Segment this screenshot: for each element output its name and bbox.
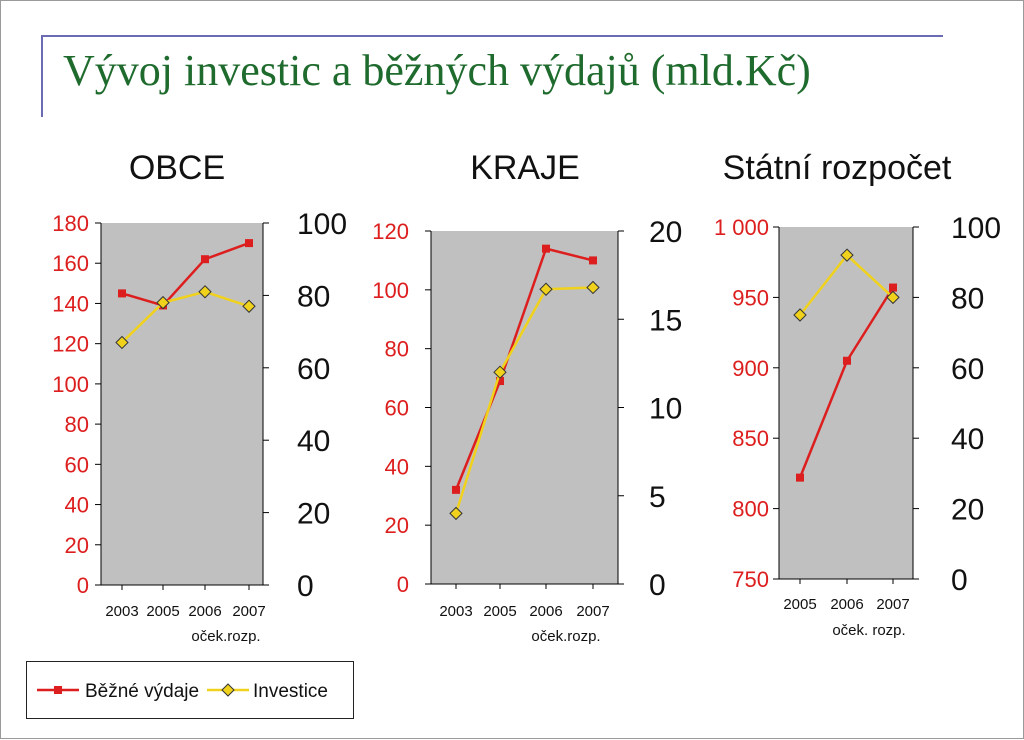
chart-3-title: Státní rozpočet [723,149,952,187]
chart-2-left-tick-label: 0 [397,572,409,597]
chart-1-left-tick-label: 60 [65,452,89,477]
chart-2-x-note: oček.rozp. [531,628,600,645]
chart-1-left-tick-label: 120 [52,332,89,357]
chart-3-left-tick-label: 750 [732,567,769,592]
chart-1-investment-point [198,285,212,299]
chart-3-left-tick-label: 950 [732,285,769,310]
title-bar-rule [41,35,943,117]
chart-1-left-tick-label: 80 [65,412,89,437]
chart-2-x-tick-label: 2006 [529,603,562,620]
chart-2-x-tick-label: 2005 [483,603,516,620]
chart-1-expenses-point [245,239,253,248]
chart-2-expenses-line [454,247,594,491]
chart-3-x-tick-label: 2006 [830,596,863,613]
chart-2-investment-point [539,282,553,296]
chart-2-left-tick-label: 100 [372,278,409,303]
chart-1-title: OBCE [129,149,225,187]
legend-investment-marker [221,683,235,697]
chart-2-title: KRAJE [470,149,580,187]
chart-1-right-tick-label: 20 [297,498,330,531]
chart-2-expenses-point [542,244,550,253]
chart-3-investment-point [840,248,854,262]
chart-3-expenses-point [796,473,804,482]
chart-1-right-tick-label: 100 [297,208,347,241]
chart-2-left-tick-label: 20 [385,513,409,538]
chart-1-left-tick-label: 40 [65,493,89,518]
chart-1-plot-area [101,223,263,585]
chart-1-investment-point [242,299,256,313]
chart-2-x-tick-label: 2007 [576,603,609,620]
chart-3-right-tick-label: 0 [951,564,968,597]
chart-3-x-note: oček. rozp. [832,622,905,639]
chart-2-expenses-point [496,377,504,386]
chart-1-expenses-point [118,289,126,298]
chart-2-left-tick-label: 80 [385,337,409,362]
chart-1-left-tick-label: 160 [52,251,89,276]
chart-2-plot-area [431,231,618,584]
chart-2-expenses-point [452,485,460,494]
chart-1-left-tick-label: 140 [52,291,89,316]
chart-2-investment-point [586,280,600,295]
chart-3-expenses-point [889,283,897,292]
chart-1-right-tick-label: 0 [297,570,314,603]
chart-2-investment-point [493,365,507,379]
chart-1-left-tick-label: 0 [77,573,89,598]
chart-1-x-tick-label: 2006 [188,603,221,620]
chart-3-right-tick-label: 60 [951,353,984,386]
chart-1-left-tick-label: 100 [52,372,89,397]
chart-3-right-tick-label: 80 [951,282,984,315]
chart-2-investment-line [454,286,594,514]
chart-2-right-tick-label: 5 [649,481,666,514]
chart-3-left-tick-label: 850 [732,426,769,451]
chart-1-x-note: oček.rozp. [191,628,260,645]
chart-1-left-tick-label: 20 [65,533,89,558]
legend-investment-label: Investice [253,681,328,702]
legend-graphic: Běžné výdaje Investice [37,681,328,702]
chart-3-investment-point [793,308,807,322]
chart-3-left-tick-label: 1 000 [714,215,769,240]
chart-2-right-tick-label: 15 [649,304,682,337]
chart-1-left-tick-label: 180 [52,211,89,236]
chart-2-right-tick-label: 20 [649,216,682,249]
chart-3-plot-area [779,227,913,579]
chart-3-x-tick-label: 2005 [783,596,816,613]
chart-1-right-tick-label: 60 [297,353,330,386]
chart-1-x-tick-label: 2007 [232,603,265,620]
chart-2-expenses-point [589,256,597,265]
chart-2-x-tick-label: 2003 [439,603,472,620]
chart-3-right-tick-label: 20 [951,494,984,527]
chart-3-expenses-point [843,356,851,365]
chart-1-investment-point [115,335,129,350]
chart-1-expenses-point [201,255,209,264]
chart-3-x-tick-label: 2007 [876,596,909,613]
chart-3-right-tick-label: 40 [951,423,984,456]
chart-3-left-tick-label: 900 [732,356,769,381]
slide-title: Vývoj investic a běžných výdajů (mld.Kč) [63,46,811,95]
legend-expenses-marker [54,686,62,694]
chart-3-right-tick-label: 100 [951,212,1001,245]
chart-2-right-tick-label: 10 [649,393,682,426]
chart-3-left-tick-label: 800 [732,497,769,522]
chart-3-investment-point [886,290,900,305]
legend-expenses-label: Běžné výdaje [85,681,199,702]
chart-1-expenses-line [121,241,250,307]
chart-2-left-tick-label: 40 [385,454,409,479]
chart-1-right-tick-label: 40 [297,425,330,458]
chart-2-left-tick-label: 60 [385,396,409,421]
chart-1-investment-line [121,290,250,344]
chart-2-left-tick-label: 120 [372,219,409,244]
chart-1-x-tick-label: 2005 [146,603,179,620]
chart-1-x-tick-label: 2003 [105,603,138,620]
chart-1-right-tick-label: 80 [297,280,330,313]
legend: Běžné výdaje Investice [26,661,354,719]
chart-1-investment-point [156,295,170,310]
chart-2-investment-point [449,506,463,521]
chart-2-right-tick-label: 0 [649,569,666,602]
